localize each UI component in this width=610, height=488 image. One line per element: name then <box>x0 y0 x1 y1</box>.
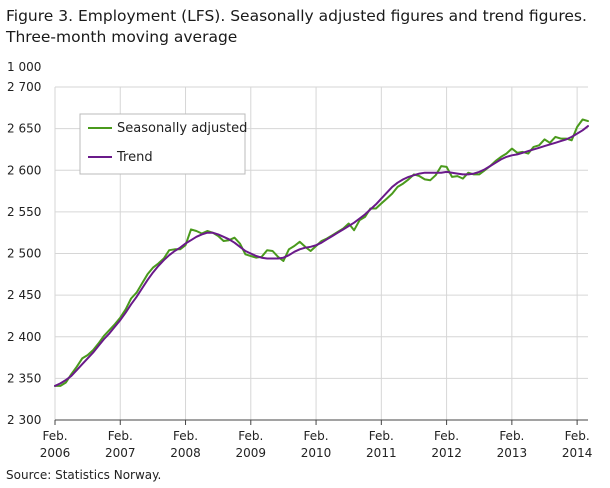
chart-title-line-2: Three-month moving average <box>6 28 238 46</box>
y-tick-label: 2 500 <box>7 247 41 261</box>
x-tick-label: 2013 <box>497 446 528 460</box>
x-tick-label: Feb. <box>42 429 67 443</box>
y-tick-label: 2 550 <box>7 205 41 219</box>
x-tick-label: Feb. <box>108 429 133 443</box>
x-tick-label: 2008 <box>170 446 201 460</box>
x-tick-label: Feb. <box>499 429 524 443</box>
x-tick-label: 2011 <box>366 446 397 460</box>
axes: 2 300 2 350 2 400 2 450 2 500 2 550 2 600 2 650… <box>7 80 593 460</box>
x-tick-label: Feb. <box>304 429 329 443</box>
y-tick-label: 2 350 <box>7 371 41 385</box>
chart-title-line-1: Figure 3. Employment (LFS). Seasonally a… <box>6 7 587 25</box>
x-tick-label: Feb. <box>565 429 590 443</box>
source-note: Source: Statistics Norway. <box>6 468 162 482</box>
legend-label-seasonally-adjusted: Seasonally adjusted <box>117 121 247 136</box>
y-tick-label: 2 600 <box>7 163 41 177</box>
legend: Seasonally adjusted Trend <box>79 113 247 175</box>
y-tick-label: 2 450 <box>7 288 41 302</box>
chart-title: Figure 3. Employment (LFS). Seasonally a… <box>6 6 604 48</box>
y-tick-label: 2 650 <box>7 122 41 136</box>
y-unit-label: 1 000 <box>7 60 41 74</box>
series-lines <box>54 118 589 387</box>
x-tick-label: 2006 <box>40 446 71 460</box>
y-tick-label: 2 300 <box>7 413 41 427</box>
x-tick-label: 2010 <box>301 446 332 460</box>
legend-box <box>79 113 246 175</box>
x-tick-label: Feb. <box>434 429 459 443</box>
x-tick-label: 2009 <box>236 446 267 460</box>
trend-line <box>54 125 589 387</box>
y-tick-label: 2 700 <box>7 80 41 94</box>
y-tick-label: 2 400 <box>7 330 41 344</box>
x-tick-label: 2007 <box>105 446 136 460</box>
legend-label-trend: Trend <box>116 150 153 165</box>
x-tick-label: 2014 <box>562 446 593 460</box>
seasonally-adjusted-line <box>54 118 589 387</box>
x-tick-label: 2012 <box>431 446 462 460</box>
x-tick-label: Feb. <box>238 429 263 443</box>
x-tick-label: Feb. <box>173 429 198 443</box>
x-tick-label: Feb. <box>369 429 394 443</box>
